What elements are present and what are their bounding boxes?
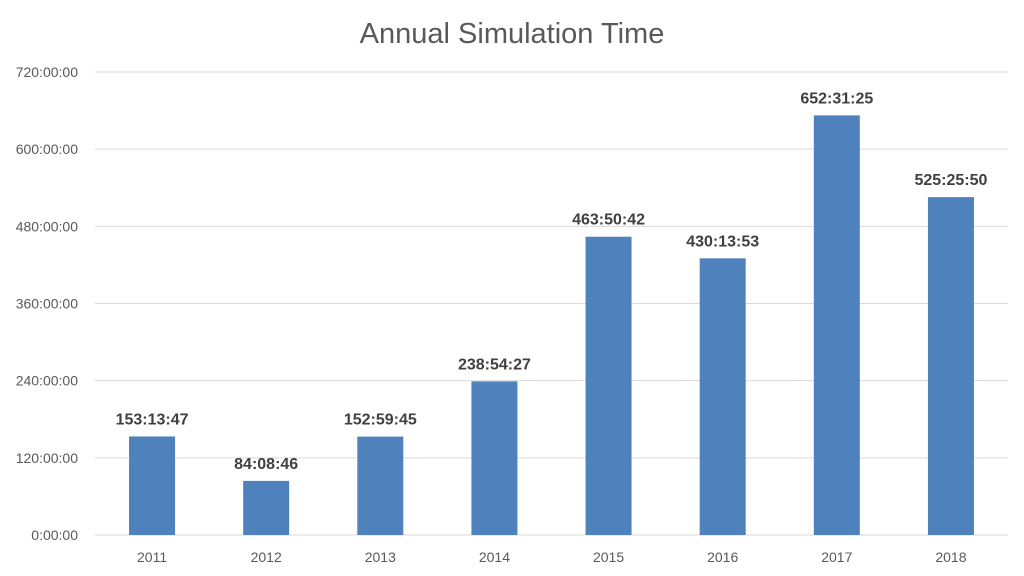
y-tick-label: 360:00:00: [16, 296, 78, 312]
x-axis: 2011 2012 2013 2014 2015 2016 2017 2018: [137, 549, 967, 565]
x-tick-label: 2013: [365, 549, 396, 565]
y-tick-label: 480:00:00: [16, 218, 78, 234]
bar-2011: [129, 436, 176, 535]
bar-2014: [471, 381, 518, 535]
data-label-2016: 430:13:53: [686, 233, 759, 250]
bar-2015: [585, 236, 632, 535]
gridlines: [95, 71, 1008, 536]
x-tick-label: 2015: [593, 549, 624, 565]
x-tick-label: 2018: [935, 549, 966, 565]
bar-2017: [813, 115, 860, 535]
data-label-2012: 84:08:46: [234, 456, 298, 473]
data-label-2018: 525:25:50: [914, 172, 987, 189]
x-tick-label: 2012: [251, 549, 282, 565]
y-axis: 0:00:00 120:00:00 240:00:00 360:00:00 480:00…: [16, 64, 79, 543]
chart-title: Annual Simulation Time: [360, 18, 665, 50]
bars: [129, 115, 974, 535]
x-tick-label: 2011: [137, 549, 167, 565]
bar-2016: [699, 258, 746, 535]
data-label-2011: 153:13:47: [116, 411, 189, 428]
data-label-2013: 152:59:45: [344, 412, 417, 429]
data-label-2015: 463:50:42: [572, 212, 645, 229]
y-tick-label: 0:00:00: [31, 527, 78, 543]
bar-2012: [243, 480, 290, 535]
y-tick-label: 120:00:00: [16, 450, 78, 466]
x-tick-label: 2017: [821, 549, 852, 565]
data-label-2017: 652:31:25: [800, 90, 873, 107]
y-tick-label: 600:00:00: [16, 141, 78, 157]
bar-2013: [357, 436, 404, 535]
x-tick-label: 2016: [707, 549, 738, 565]
y-tick-label: 240:00:00: [16, 373, 78, 389]
y-tick-label: 720:00:00: [16, 64, 78, 80]
x-tick-label: 2014: [479, 549, 510, 565]
data-labels: 153:13:47 84:08:46 152:59:45 238:54:27 463:5…: [116, 90, 988, 472]
bar-2018: [927, 197, 974, 535]
data-label-2014: 238:54:27: [458, 356, 531, 373]
